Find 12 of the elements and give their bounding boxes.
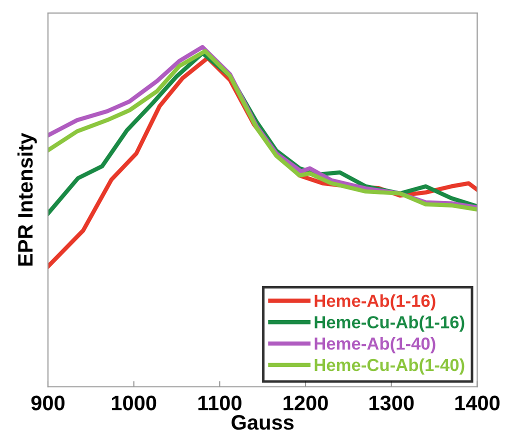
legend-label: Heme-Cu-Ab(1-16) bbox=[314, 316, 464, 332]
legend-label: Heme-Cu-Ab(1-40) bbox=[314, 358, 464, 375]
y-axis-title: EPR Intensity bbox=[17, 132, 37, 266]
x-tick-label: 1000 bbox=[112, 396, 156, 410]
x-tick-label: 900 bbox=[31, 396, 65, 410]
x-tick-label: 1300 bbox=[370, 396, 414, 410]
legend-label: Heme-Ab(1-16) bbox=[314, 294, 436, 310]
x-axis-title: Gauss bbox=[232, 415, 294, 430]
legend-label: Heme-Ab(1-40) bbox=[314, 337, 436, 354]
x-tick-label: 1400 bbox=[455, 396, 500, 410]
x-tick-label: 1100 bbox=[198, 396, 242, 410]
x-tick-label: 1200 bbox=[284, 396, 328, 410]
